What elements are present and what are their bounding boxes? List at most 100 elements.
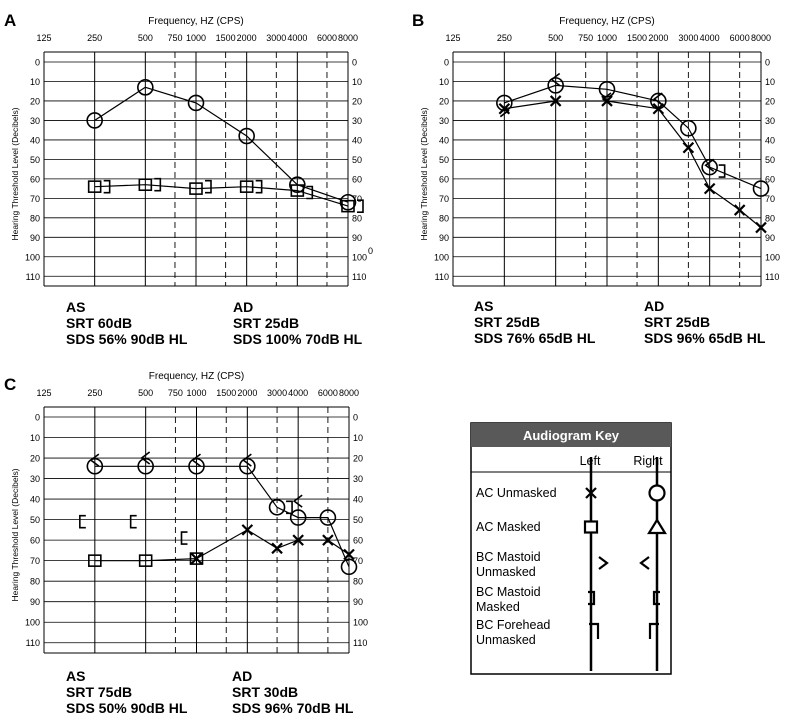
- data-point-circle: [137, 457, 154, 475]
- x-tick-label: 500: [548, 33, 563, 43]
- y-tick-label-left: 20: [30, 96, 40, 106]
- key-row-label: Unmasked: [476, 633, 536, 647]
- y-tick-label-right: 110: [352, 272, 366, 282]
- right-ear-summary: SDS 100% 70dB HL: [233, 331, 363, 347]
- stray-label: 0: [368, 246, 373, 256]
- data-point-bracket-right: [255, 179, 263, 194]
- y-tick-label-right: 70: [352, 194, 362, 204]
- data-point-chevron-left: [89, 453, 100, 467]
- left-ear-summary: SDS 76% 65dB HL: [474, 330, 596, 346]
- y-tick-label-left: 100: [25, 618, 40, 628]
- data-point-chevron-left: [652, 92, 663, 106]
- chart-title: Frequency, HZ (CPS): [559, 16, 654, 27]
- data-point-circle: [239, 457, 256, 475]
- x-tick-label: 1500: [216, 388, 236, 398]
- data-point-square: [189, 552, 204, 565]
- y-tick-label-right: 100: [352, 252, 367, 262]
- data-point-circle: [680, 119, 697, 137]
- key-row-label: AC Unmasked: [476, 486, 557, 500]
- y-tick-label-left: 20: [30, 454, 40, 464]
- y-axis-label: Hearing Threshold Level (Decibels): [10, 107, 20, 240]
- y-tick-label-left: 0: [444, 58, 449, 68]
- x-tick-label: 3000: [678, 33, 698, 43]
- y-tick-label-left: 70: [30, 194, 40, 204]
- y-tick-label-right: 50: [352, 155, 362, 165]
- y-tick-label-right: 30: [765, 116, 775, 126]
- data-point-x: [241, 524, 254, 536]
- x-tick-label: 2000: [237, 388, 257, 398]
- data-point-circle: [547, 77, 564, 94]
- data-point-x: [733, 204, 746, 216]
- x-tick-label: 1500: [627, 33, 647, 43]
- x-tick-label: 250: [87, 388, 102, 398]
- key-row-label: BC Mastoid: [476, 585, 541, 599]
- right-ear-summary: SRT 25dB: [644, 314, 710, 330]
- y-tick-label-left: 110: [26, 638, 40, 648]
- y-tick-label-right: 90: [765, 233, 775, 243]
- audiogram-panel-a: A Frequency, HZ (CPS)125 250 500 750 1000 1500…: [4, 11, 373, 347]
- y-tick-label-right: 70: [353, 556, 363, 566]
- series-line: [94, 465, 350, 568]
- key-right-symbol: [652, 590, 660, 606]
- left-ear-summary: AS: [66, 299, 85, 315]
- data-point-x: [343, 548, 355, 561]
- x-tick-label: 250: [497, 33, 512, 43]
- y-tick-label-left: 90: [30, 597, 40, 607]
- left-ear-summary: AS: [66, 668, 85, 684]
- series-bracket-left: [79, 514, 188, 545]
- key-left-symbol: [589, 622, 600, 639]
- x-tick-label: 6000: [317, 33, 337, 43]
- data-point-square: [290, 184, 305, 197]
- data-point-circle: [289, 176, 306, 194]
- series-line: [94, 558, 197, 562]
- y-tick-label-left: 50: [30, 515, 40, 525]
- data-point-square: [341, 199, 355, 213]
- y-tick-label-right: 30: [352, 116, 362, 126]
- data-point-square: [138, 178, 153, 192]
- key-row-label: BC Mastoid: [476, 550, 541, 564]
- series-x: [498, 95, 767, 234]
- x-tick-label: 4000: [700, 33, 720, 43]
- data-point-circle: [289, 509, 307, 526]
- series-chevron-right: [499, 104, 510, 118]
- x-tick-label: 6000: [318, 388, 338, 398]
- key-row: AC Unmasked: [476, 484, 666, 502]
- data-point-chevron-left: [704, 158, 715, 172]
- y-tick-label-left: 30: [30, 474, 40, 484]
- series-x: [190, 524, 355, 565]
- y-tick-label-left: 60: [30, 536, 40, 546]
- data-point-circle: [86, 112, 103, 129]
- chart-title: Frequency, HZ (CPS): [149, 371, 244, 382]
- key-row-label: BC Forehead: [476, 618, 550, 632]
- data-point-bracket-right: [103, 179, 111, 194]
- right-ear-summary: SDS 96% 65dB HL: [644, 330, 766, 346]
- data-point-x: [549, 95, 562, 107]
- y-tick-label-right: 110: [765, 272, 779, 282]
- y-tick-label-left: 70: [30, 556, 40, 566]
- x-tick-label: 125: [36, 33, 51, 43]
- x-tick-label: 1000: [597, 33, 617, 43]
- x-tick-label: 750: [578, 33, 593, 43]
- y-tick-label-left: 30: [30, 116, 40, 126]
- y-tick-label-right: 110: [353, 638, 367, 648]
- data-point-chevron-right: [499, 104, 510, 118]
- y-tick-label-left: 100: [25, 252, 40, 262]
- y-tick-label-right: 10: [353, 433, 363, 443]
- y-tick-label-left: 50: [30, 155, 40, 165]
- y-tick-label-right: 40: [353, 495, 363, 505]
- data-point-x: [682, 141, 695, 154]
- data-point-chevron-left: [140, 451, 151, 465]
- y-tick-label-left: 60: [30, 174, 40, 184]
- series-circle: [496, 77, 770, 197]
- y-tick-label-right: 60: [353, 536, 363, 546]
- data-point-circle: [86, 457, 104, 475]
- data-point-circle: [319, 509, 337, 526]
- y-tick-label-right: 80: [765, 213, 775, 223]
- data-point-bracket-left: [129, 514, 137, 529]
- y-tick-label-left: 60: [439, 174, 449, 184]
- y-tick-label-left: 30: [439, 116, 449, 126]
- x-tick-label: 1500: [216, 33, 236, 43]
- data-point-chevron-left: [550, 72, 561, 87]
